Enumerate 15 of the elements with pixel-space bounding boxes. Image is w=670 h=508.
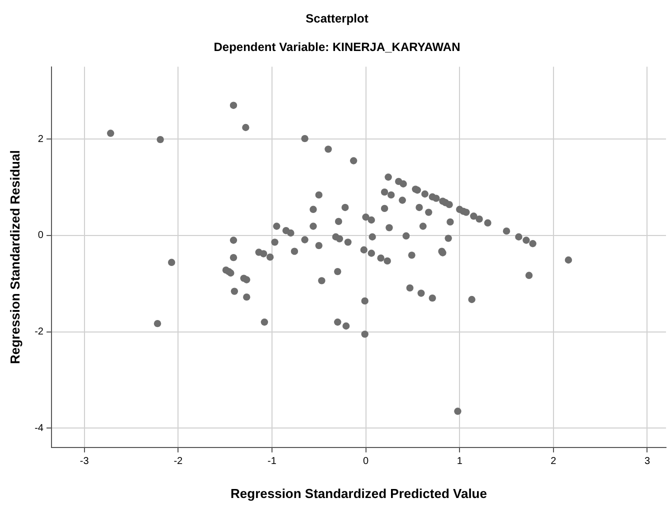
chart-subtitle: Dependent Variable: KINERJA_KARYAWAN: [214, 40, 460, 54]
y-tick-label: -2: [34, 326, 44, 338]
chart-title: Scatterplot: [306, 12, 368, 26]
x-tick-label: 0: [363, 456, 369, 468]
x-tick-label: -3: [80, 456, 90, 468]
x-tick-label: 1: [456, 456, 463, 468]
x-tick-label: -2: [174, 456, 184, 468]
x-axis-title: Regression Standardized Predicted Value: [230, 486, 487, 501]
y-axis-title: Regression Standardized Residual: [7, 150, 22, 364]
y-tick-label: -4: [34, 422, 44, 434]
y-tick-label: 2: [38, 134, 44, 145]
x-tick-label: 2: [550, 456, 557, 468]
x-tick-label: 3: [644, 456, 650, 468]
x-tick-label: -1: [268, 456, 277, 468]
y-tick-label: 0: [38, 230, 44, 242]
